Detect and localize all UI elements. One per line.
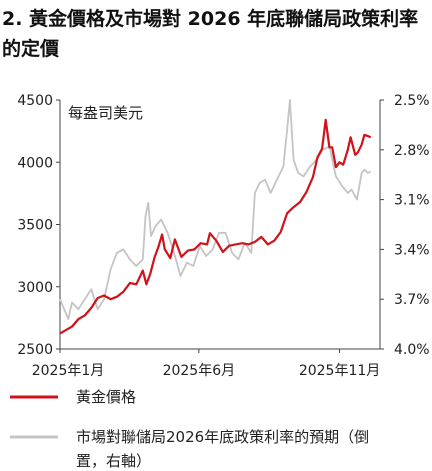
right-y-axis: 2.5% 2.8% 3.1% 3.4% 3.7% 4.0%: [380, 93, 430, 358]
right-tick-label: 3.7%: [394, 292, 430, 308]
unit-label: 每盎司美元: [68, 104, 143, 122]
left-tick-label: 2500: [17, 342, 53, 358]
left-tick-label: 4500: [17, 93, 53, 109]
legend: 黃金價格 市場對聯儲局2026年底政策利率的預期（倒 置，右軸）: [10, 388, 374, 470]
rate-expectation-line: [59, 99, 372, 321]
left-tick-label: 3500: [17, 218, 53, 234]
legend-label-rate-line1: 市場對聯儲局2026年底政策利率的預期（倒: [76, 428, 369, 446]
right-tick-label: 3.4%: [394, 242, 430, 258]
legend-label-rate-line2: 置，右軸）: [76, 452, 151, 470]
gold-price-line: [59, 118, 372, 335]
series-layer: [59, 99, 372, 335]
x-tick-label: 2025年6月: [163, 363, 236, 379]
legend-label-gold: 黃金價格: [76, 388, 136, 406]
legend-label-rate: 市場對聯儲局2026年底政策利率的預期（倒 置，右軸）: [76, 428, 374, 470]
x-tick-label: 2025年11月: [299, 363, 380, 379]
left-y-axis: 2500 3000 3500 4000 4500: [17, 93, 60, 358]
left-tick-label: 3000: [17, 280, 53, 296]
x-tick-label: 2025年1月: [32, 363, 105, 379]
x-axis: 2025年1月 2025年6月 2025年11月: [32, 349, 380, 379]
left-tick-label: 4000: [17, 155, 53, 171]
chart-title: 2. 黃金價格及市場對 2026 年底聯儲局政策利率的定價: [2, 8, 419, 60]
right-tick-label: 2.8%: [394, 143, 430, 159]
right-tick-label: 4.0%: [394, 342, 430, 358]
right-tick-label: 3.1%: [394, 193, 430, 209]
right-tick-label: 2.5%: [394, 93, 430, 109]
